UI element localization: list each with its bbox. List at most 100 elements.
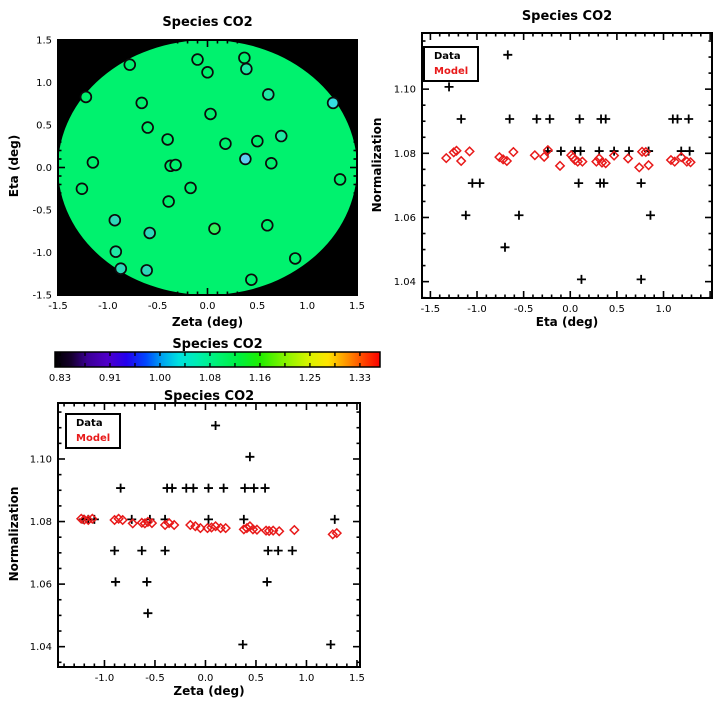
data-point-plus <box>514 210 524 220</box>
model-point-diamond <box>577 156 588 167</box>
data-point-plus <box>110 546 120 556</box>
data-point-plus <box>500 242 510 252</box>
tick-label: 1.0 <box>299 673 315 684</box>
zeta-plot-title: Species CO2 <box>163 389 255 404</box>
model-point-diamond <box>139 518 151 529</box>
model-point-diamond <box>87 513 98 524</box>
source-circle <box>79 90 93 104</box>
source-circle <box>208 222 221 235</box>
data-point-plus <box>574 178 584 188</box>
data-point-plus <box>203 514 213 524</box>
model-point-diamond <box>681 156 693 167</box>
plot-frame <box>57 402 361 668</box>
tick-label: 1.06 <box>394 213 416 224</box>
model-point-diamond <box>146 517 158 529</box>
model-point-diamond <box>220 522 231 534</box>
data-point-plus <box>599 178 609 188</box>
source-circle <box>245 273 258 286</box>
model-point-diamond <box>569 154 581 166</box>
data-point-plus <box>239 514 249 524</box>
model-point-diamond <box>529 149 541 161</box>
data-point-plus <box>532 114 542 124</box>
model-point-diamond <box>159 519 171 531</box>
plot-frame <box>57 39 358 296</box>
data-point-plus <box>645 210 655 220</box>
data-point-plus <box>203 483 213 493</box>
model-point-diamond <box>640 146 652 158</box>
tick-label: -1.0 <box>98 301 118 312</box>
source-circle <box>141 121 154 134</box>
model-point-diamond <box>251 524 263 535</box>
tick-label: 1.25 <box>299 373 321 384</box>
tick-label: 1.10 <box>30 454 52 465</box>
data-point-plus <box>137 546 147 556</box>
model-point-diamond <box>241 522 253 534</box>
source-circle <box>251 134 264 148</box>
legend-model-label: Model <box>434 66 469 77</box>
model-point-diamond <box>263 525 275 537</box>
model-point-diamond <box>675 151 687 163</box>
model-point-diamond <box>596 157 608 168</box>
source-circle <box>75 182 89 196</box>
model-point-diamond <box>464 146 475 157</box>
source-circle <box>135 96 148 110</box>
source-circle <box>275 129 288 143</box>
tick-label: 1.5 <box>349 673 365 684</box>
tick-label: 1.04 <box>394 277 416 288</box>
source-circle <box>239 152 252 166</box>
tick-label: 1.10 <box>394 85 416 96</box>
tick-label: -1.0 <box>467 304 487 315</box>
source-circle <box>262 88 275 101</box>
model-point-diamond <box>331 527 343 539</box>
source-circle <box>238 51 251 65</box>
colorbar-gradient <box>54 351 381 368</box>
model-point-diamond <box>83 514 94 526</box>
source-circle <box>108 213 122 227</box>
tick-label: -1.0 <box>32 248 52 259</box>
tick-label: -0.5 <box>32 206 52 217</box>
model-point-diamond <box>117 514 128 526</box>
tick-label: 0.0 <box>198 673 214 684</box>
model-point-diamond <box>451 145 462 157</box>
colorbar-title: Species CO2 <box>172 337 263 352</box>
data-point-plus <box>143 608 153 618</box>
tick-label: 0.0 <box>36 163 52 174</box>
legend-box: Data Model <box>65 413 121 449</box>
tick-label: -0.5 <box>514 304 534 315</box>
model-point-diamond <box>634 162 645 173</box>
model-point-diamond <box>206 522 217 533</box>
zeta-plot-xaxis-label: Zeta (deg) <box>173 684 245 698</box>
source-circle <box>265 157 278 170</box>
tick-label: 1.0 <box>299 301 315 312</box>
model-point-diamond <box>247 524 259 535</box>
source-circle <box>161 133 174 146</box>
model-point-diamond <box>273 525 285 537</box>
source-circle <box>109 245 123 258</box>
map-yaxis-label: Eta (deg) <box>7 134 21 198</box>
tick-label: 0.5 <box>609 304 625 315</box>
tick-label: -1.5 <box>32 291 52 302</box>
data-point-plus <box>160 546 170 556</box>
data-point-plus <box>624 146 634 156</box>
model-point-diamond <box>327 529 338 540</box>
tick-label: 0.0 <box>200 301 216 312</box>
data-point-plus <box>211 421 221 431</box>
model-point-diamond <box>593 153 605 164</box>
tick-label: 1.08 <box>30 517 52 528</box>
data-point-plus <box>684 114 694 124</box>
tick-label: 1.08 <box>394 149 416 160</box>
model-point-diamond <box>669 156 680 167</box>
plot-colorbar: 0.83 0.91 1.00 1.08 1.16 1.25 1.33 <box>49 351 381 384</box>
model-point-diamond <box>542 144 554 156</box>
data-point-plus <box>219 483 229 493</box>
tick-label: 1.0 <box>656 304 672 315</box>
source-circle <box>169 158 182 172</box>
source-circle <box>162 195 175 208</box>
model-point-diamond <box>210 520 221 532</box>
tick-label: 0.5 <box>248 673 264 684</box>
legend-box: Data Model <box>423 46 479 82</box>
legend-model-label: Model <box>76 433 111 444</box>
plot-frame <box>421 32 713 299</box>
data-point-plus <box>238 639 248 649</box>
